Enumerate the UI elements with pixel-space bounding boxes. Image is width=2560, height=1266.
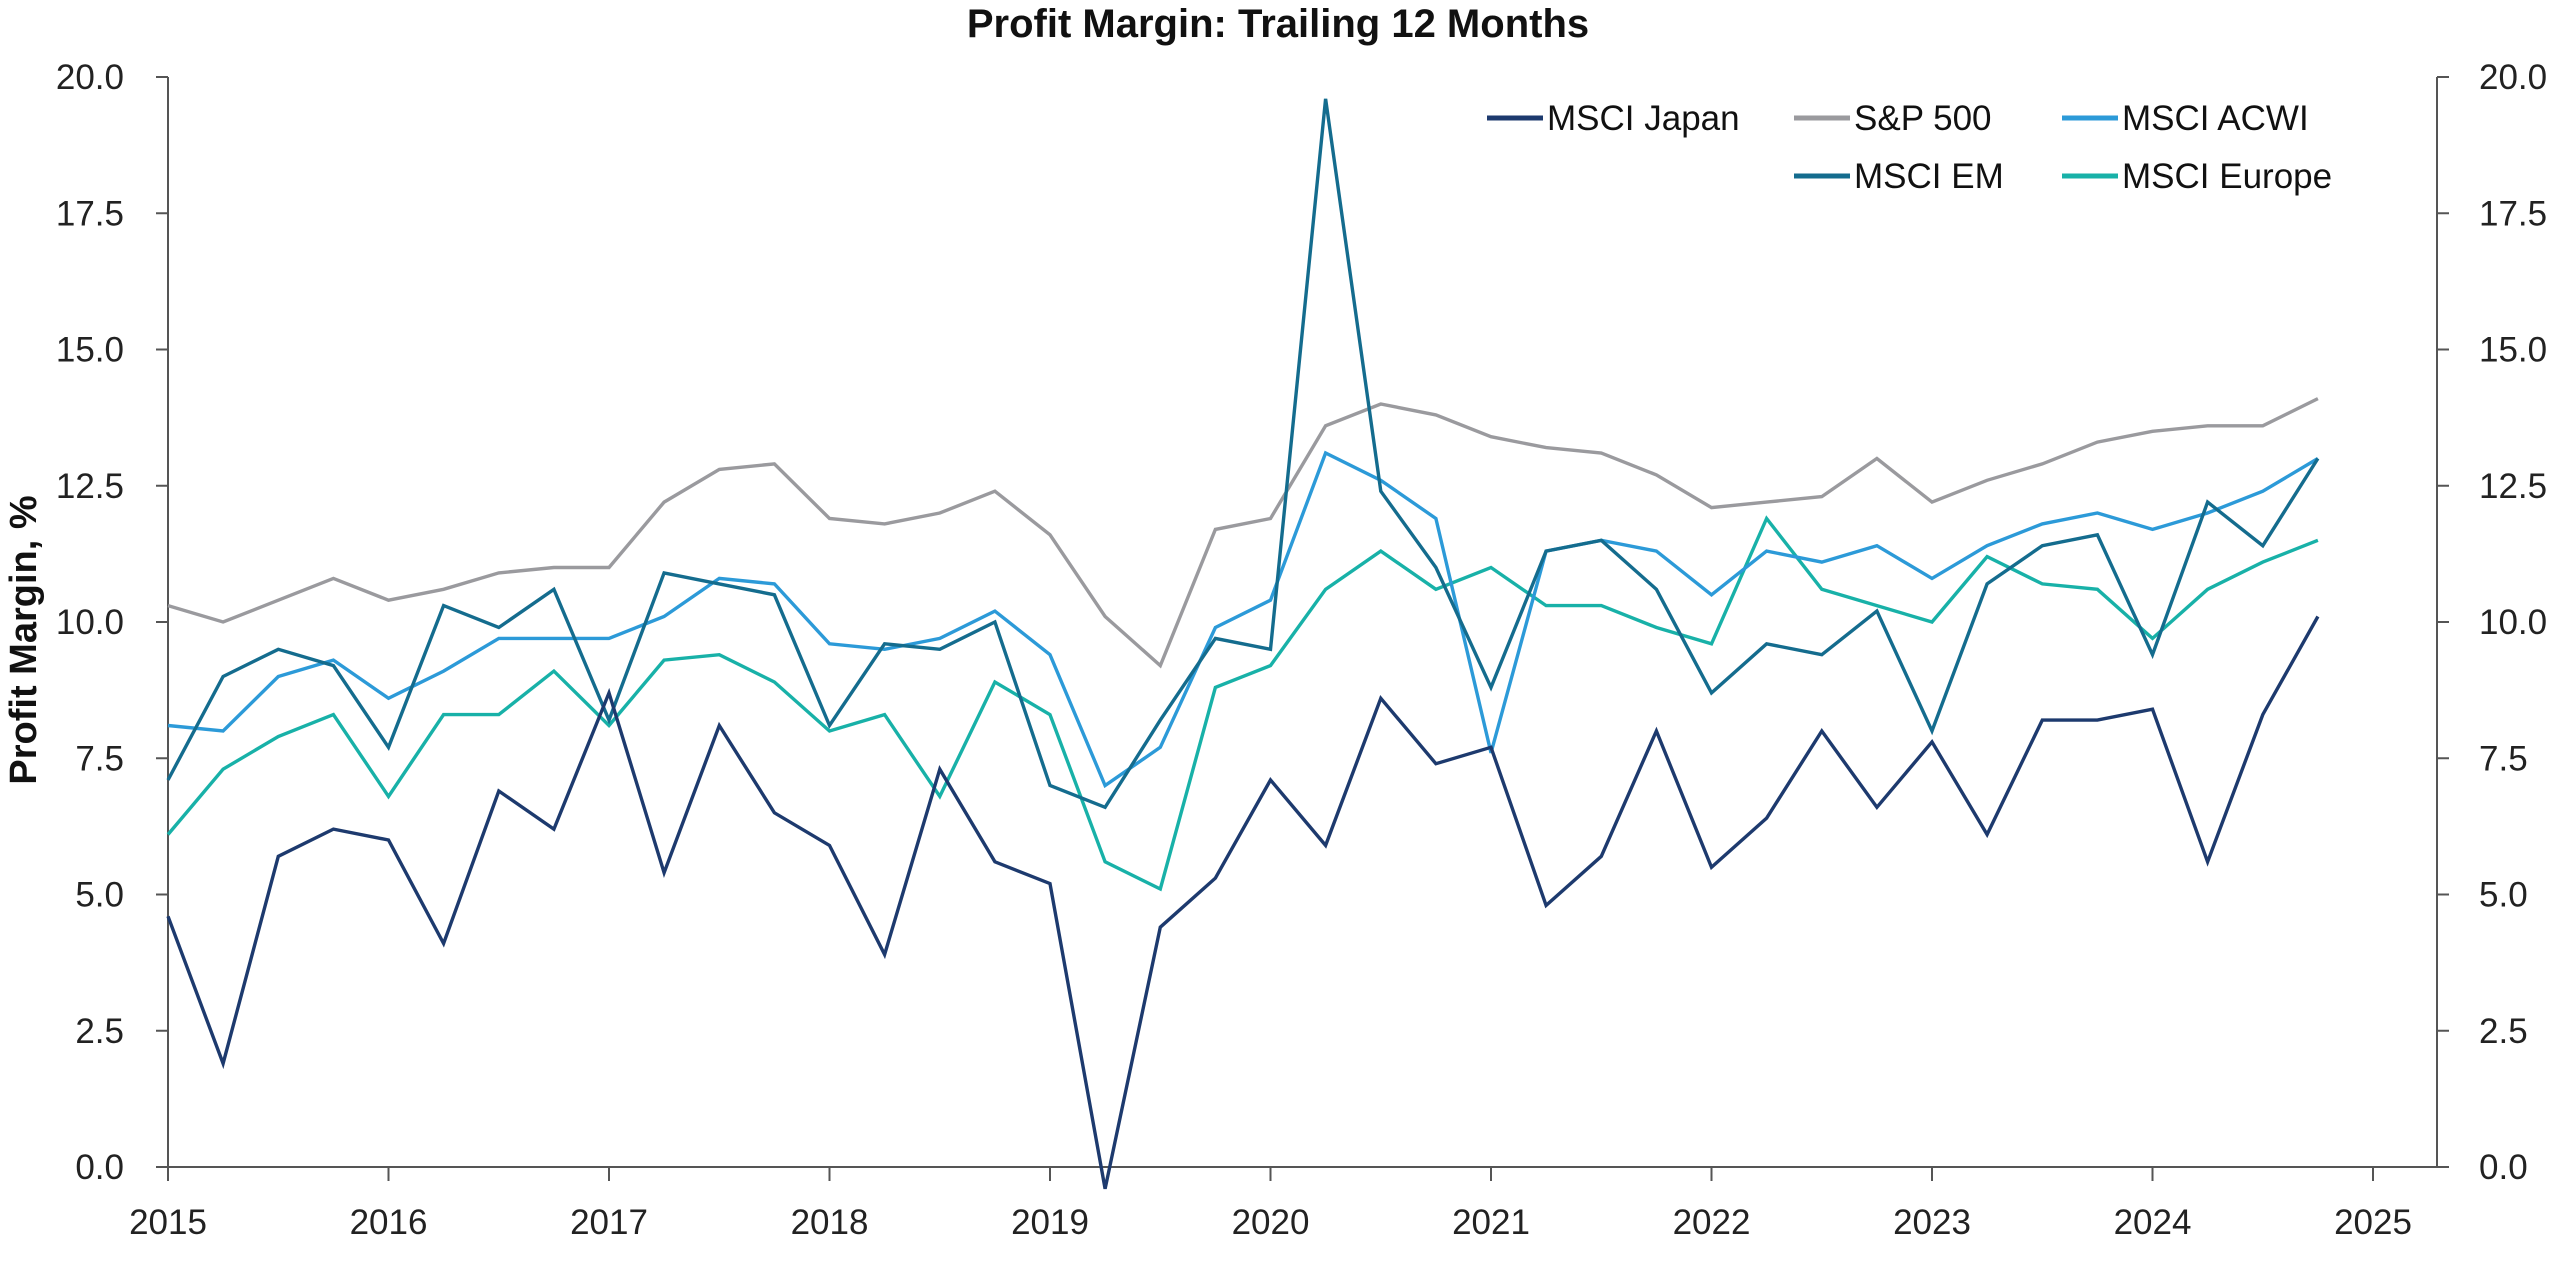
legend-label-msci-em: MSCI EM	[1854, 157, 2004, 196]
left-y-tick-label: 2.5	[75, 1012, 124, 1051]
x-tick-label: 2017	[570, 1203, 648, 1242]
left-y-tick-label: 5.0	[75, 876, 124, 915]
right-y-tick-label: 5.0	[2479, 876, 2528, 915]
x-tick-label: 2025	[2334, 1203, 2412, 1242]
series-lines	[166, 98, 2320, 1190]
x-tick-label: 2024	[2114, 1203, 2192, 1242]
x-tick-label: 2016	[350, 1203, 428, 1242]
legend-label-msci-japan: MSCI Japan	[1547, 99, 1740, 138]
chart-title: Profit Margin: Trailing 12 Months	[967, 2, 1589, 46]
right-y-tick-label: 0.0	[2479, 1148, 2528, 1187]
legend-label-msci-europe: MSCI Europe	[2122, 157, 2332, 196]
right-y-tick-label: 7.5	[2479, 739, 2528, 778]
x-ticks: 2015 2016 2017 2018 2019 2020 2021 2022 2023 2024…	[129, 1167, 2412, 1242]
y-axis-label: Profit Margin, %	[3, 495, 45, 784]
right-y-ticks: 0.0 2.5 5.0 7.5 10.0 12.5 15.0 17.5 20.0	[2437, 58, 2547, 1187]
series-line-msci-em	[166, 98, 2320, 810]
x-tick-label: 2018	[791, 1203, 869, 1242]
x-tick-label: 2020	[1232, 1203, 1310, 1242]
series-line-msci-acwi	[167, 450, 2319, 789]
series-line-msci-japan	[166, 615, 2320, 1190]
legend-label-msci-acwi: MSCI ACWI	[2122, 99, 2309, 138]
right-y-tick-label: 10.0	[2479, 603, 2547, 642]
x-tick-label: 2015	[129, 1203, 207, 1242]
left-y-tick-label: 15.0	[56, 331, 124, 370]
right-y-tick-label: 15.0	[2479, 331, 2547, 370]
right-y-tick-label: 17.5	[2479, 194, 2547, 233]
left-y-tick-label: 0.0	[75, 1148, 124, 1187]
left-y-tick-label: 7.5	[75, 739, 124, 778]
x-tick-label: 2023	[1893, 1203, 1971, 1242]
left-y-tick-label: 10.0	[56, 603, 124, 642]
right-y-tick-label: 12.5	[2479, 467, 2547, 506]
x-tick-label: 2019	[1011, 1203, 1089, 1242]
legend-label-s-p-500: S&P 500	[1854, 99, 1992, 138]
left-y-tick-label: 12.5	[56, 467, 124, 506]
legend: MSCI Japan S&P 500 MSCI ACWI MSCI EM MSCI Eu…	[1487, 99, 2332, 196]
right-y-tick-label: 2.5	[2479, 1012, 2528, 1051]
left-y-tick-label: 17.5	[56, 194, 124, 233]
left-y-ticks: 0.0 2.5 5.0 7.5 10.0 12.5 15.0 17.5 20.0	[56, 58, 168, 1187]
right-y-tick-label: 20.0	[2479, 58, 2547, 97]
series-line-msci-europe	[166, 515, 2319, 892]
x-tick-label: 2021	[1452, 1203, 1530, 1242]
x-tick-label: 2022	[1673, 1203, 1751, 1242]
series-line-s-p-500	[167, 397, 2319, 669]
left-y-tick-label: 20.0	[56, 58, 124, 97]
